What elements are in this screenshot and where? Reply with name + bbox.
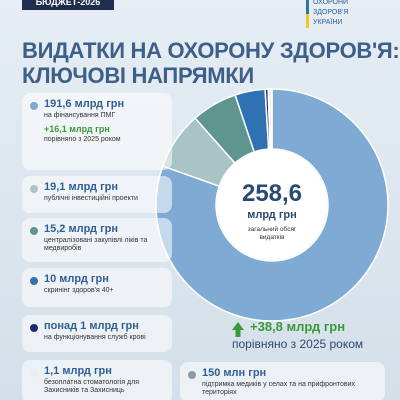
legend-dot: [30, 227, 38, 235]
change-note: порівняno з 2025 роком: [44, 136, 121, 144]
badge: БЮДЖЕТ-2026: [22, 0, 114, 10]
card: 191,6 млрд грн на фінансування ПМГ +16,1 м…: [22, 93, 172, 170]
value-label: 191,6 млрд грн: [44, 98, 125, 110]
legend-dot: [188, 371, 196, 379]
logo-bar: [306, 0, 309, 28]
legend-dot: [30, 369, 38, 377]
total-unit: млрд грн: [247, 209, 297, 221]
value-label: 19,1 млрд грн: [44, 181, 119, 193]
legend-dot: [30, 277, 38, 285]
value-label: 15,2 млрд грн: [44, 223, 119, 235]
total-caption: загальний обсяг видатків: [248, 225, 297, 241]
logo: ОХОРОНИ ЗДОРОВ'Я УКРАЇНИ: [313, 0, 348, 28]
total-change: +38,8 млрд грн: [250, 319, 345, 334]
total-value: 258,6: [242, 180, 302, 207]
total-change-note: порівняно з 2025 роком: [232, 337, 363, 351]
caption-line: видатків: [259, 233, 285, 241]
description: підтримка медиків у селах та на прифронт…: [202, 381, 355, 397]
arrow: [232, 322, 244, 337]
card: 15,2 млрд грн централізовані закупівлі лі…: [22, 218, 172, 262]
legend-dot: [30, 185, 38, 193]
donut-hole: [217, 150, 327, 260]
title: КЛЮЧОВІ НАПРЯМКИ: [22, 63, 254, 88]
card: 10 млрд грн скринінг здоров'я 40+: [22, 268, 172, 307]
logo-line: ОХОРОНИ: [313, 0, 349, 6]
card: 1,1 млрд грн безоплатна стоматологія для …: [22, 360, 172, 400]
title: ВИДАТКИ НА ОХОРОНУ ЗДОРОВ'Я:: [22, 38, 400, 63]
value-label: 1,1 млрд грн: [44, 365, 112, 377]
legend-dot: [30, 324, 38, 332]
card: понад 1 млрд грн на функціонування служб …: [22, 315, 172, 352]
description: централізовані закупівлі ліків та медвир…: [44, 237, 148, 253]
description: на функціонування служб крові: [44, 334, 146, 341]
value-label: 10 млрд грн: [44, 273, 109, 285]
value-label: понад 1 млрд грн: [44, 320, 139, 332]
change: +16,1 млрд грн: [44, 124, 110, 135]
caption-line: загальний обсяг: [248, 225, 297, 233]
value-label: 150 млн грн: [202, 367, 267, 379]
description: безоплатна стоматологія для Захисників т…: [44, 379, 140, 395]
description: публічні інвестиційні проекти: [44, 195, 138, 202]
legend-dot: [30, 102, 38, 110]
card: 150 млн грн підтримка медиків у селах та …: [180, 362, 385, 400]
description: на фінансування ПМГ: [44, 112, 116, 119]
card: 19,1 млрд грн публічні інвестиційні проек…: [22, 176, 172, 213]
logo-line: ЗДОРОВ'Я: [313, 9, 349, 16]
description: скринінг здоров'я 40+: [44, 287, 114, 294]
logo-line: УКРАЇНИ: [313, 19, 343, 26]
